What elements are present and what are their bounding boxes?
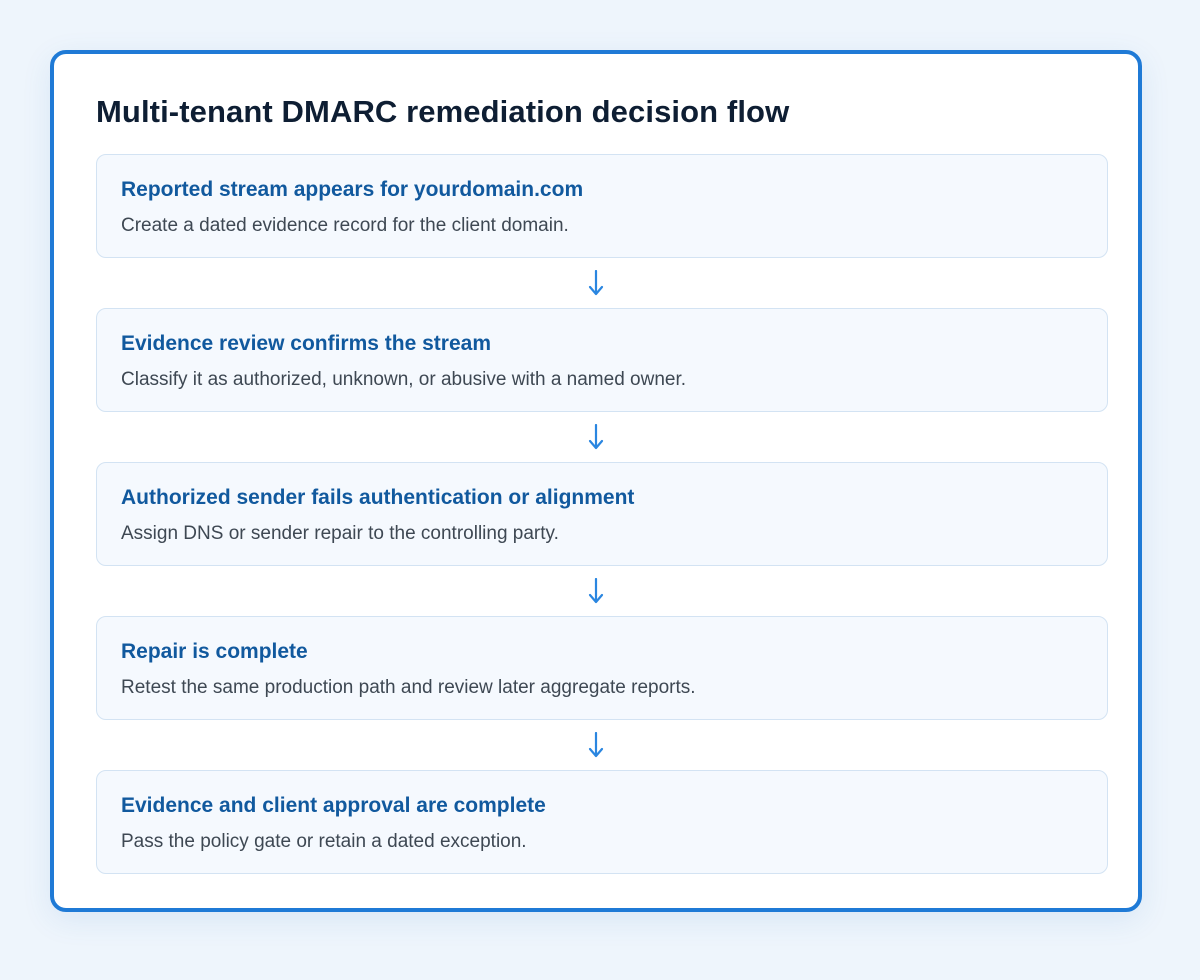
- flow-step-title: Authorized sender fails authentication o…: [121, 486, 635, 509]
- flow-step-description: Create a dated evidence record for the c…: [121, 215, 569, 236]
- flow-step-description: Classify it as authorized, unknown, or a…: [121, 369, 687, 390]
- flow-step-title: Evidence and client approval are complet…: [121, 794, 546, 817]
- flow-step-description: Retest the same production path and revi…: [121, 677, 696, 698]
- flow-connector: [96, 258, 1096, 308]
- arrow-down-icon: [588, 424, 604, 450]
- flow-connector: [96, 566, 1096, 616]
- flow-step-title: Repair is complete: [121, 640, 308, 663]
- flow-connector: [96, 412, 1096, 462]
- diagram-title: Multi-tenant DMARC remediation decision …: [96, 94, 790, 129]
- flow-step-2: Evidence review confirms the stream Clas…: [96, 308, 1108, 412]
- arrow-down-icon: [588, 578, 604, 604]
- flow-step-title: Reported stream appears for yourdomain.c…: [121, 178, 584, 201]
- flow-step-1: Reported stream appears for yourdomain.c…: [96, 154, 1108, 258]
- flow-step-title: Evidence review confirms the stream: [121, 332, 491, 355]
- flow-step-description: Pass the policy gate or retain a dated e…: [121, 831, 527, 852]
- flow-card: Multi-tenant DMARC remediation decision …: [50, 50, 1142, 912]
- flow-step-description: Assign DNS or sender repair to the contr…: [121, 523, 559, 544]
- flow-step-4: Repair is complete Retest the same produ…: [96, 616, 1108, 720]
- flow-step-3: Authorized sender fails authentication o…: [96, 462, 1108, 566]
- arrow-down-icon: [588, 270, 604, 296]
- flow-connector: [96, 720, 1096, 770]
- arrow-down-icon: [588, 732, 604, 758]
- flow-step-5: Evidence and client approval are complet…: [96, 770, 1108, 874]
